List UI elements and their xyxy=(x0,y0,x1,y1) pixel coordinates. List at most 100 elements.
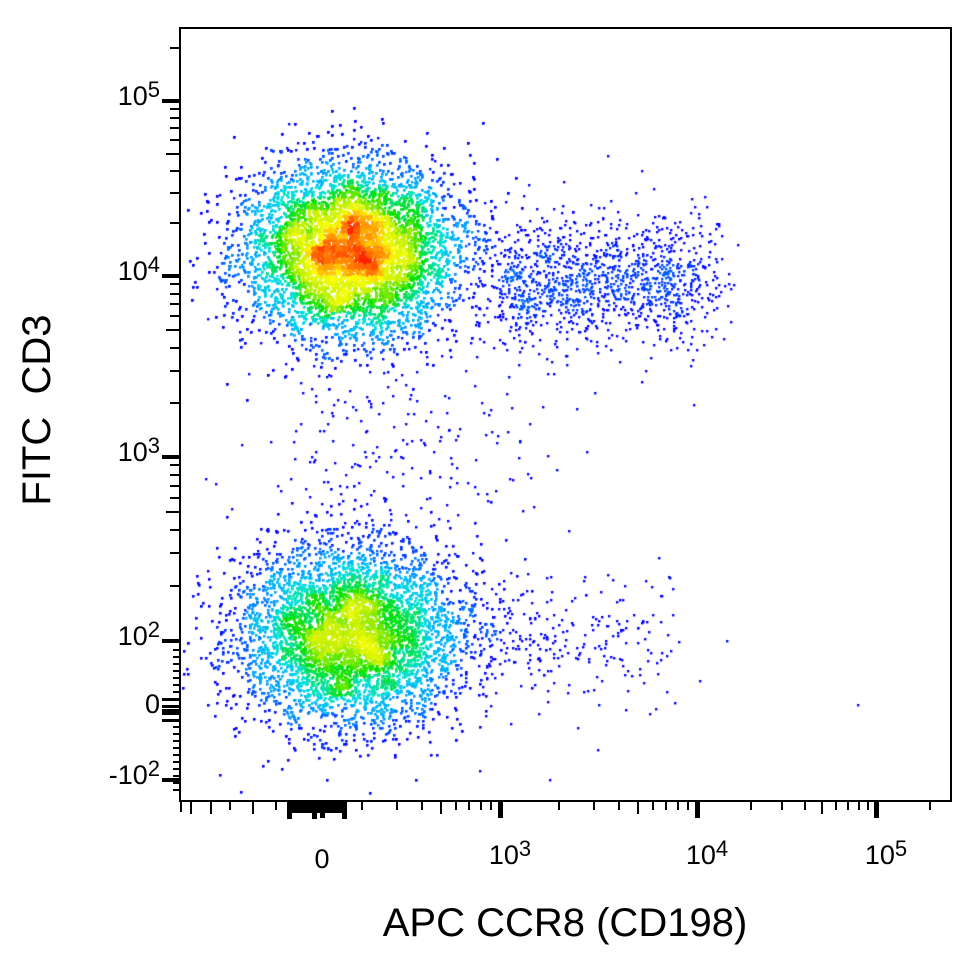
x-minor-tick xyxy=(665,800,668,810)
y-minor-tick xyxy=(170,222,180,225)
x-linear-tick xyxy=(275,800,277,810)
y-minor-tick xyxy=(170,401,180,404)
y-minor-tick xyxy=(170,47,180,50)
y-minor-tick xyxy=(170,496,180,499)
x-zero-tick xyxy=(342,800,347,819)
y-tick-label: 102 xyxy=(117,617,160,651)
x-linear-tick xyxy=(252,800,254,814)
y-tick-label: 0 xyxy=(144,689,160,719)
y-tick-label: -102 xyxy=(108,756,160,790)
x-zero-tick xyxy=(287,800,292,819)
y-minor-tick xyxy=(170,116,180,119)
x-major-tick xyxy=(498,800,503,818)
x-start-tick xyxy=(180,800,182,812)
y-linear-tick xyxy=(173,754,180,756)
y-axis-title: FITC CD3 xyxy=(15,314,59,506)
x-minor-tick xyxy=(420,800,423,810)
y-minor-tick xyxy=(170,283,180,286)
x-minor-tick xyxy=(686,800,689,810)
y-minor-tick xyxy=(170,138,180,141)
x-minor-tick xyxy=(617,800,620,810)
x-zero-tick xyxy=(312,800,317,819)
y-linear-tick xyxy=(173,740,180,742)
y-minor-tick xyxy=(170,169,180,172)
x-tick-label: 105 xyxy=(864,836,908,870)
x-minor-tick xyxy=(821,800,824,814)
y-tick-label: 103 xyxy=(117,433,160,467)
y-minor-tick xyxy=(170,529,180,532)
y-minor-tick xyxy=(170,347,180,350)
y-minor-tick xyxy=(170,464,180,467)
x-tick-label: 0 xyxy=(314,844,330,874)
x-minor-tick xyxy=(857,800,860,810)
x-axis-title: APC CCR8 (CD198) xyxy=(382,901,748,945)
y-major-tick xyxy=(162,99,180,103)
y-linear-tick xyxy=(173,768,180,770)
y-linear-tick xyxy=(162,705,180,708)
y-minor-tick xyxy=(170,108,180,110)
y-linear-tick xyxy=(162,719,180,722)
y-linear-tick xyxy=(173,775,180,777)
y-linear-tick xyxy=(173,747,180,749)
x-tick-label: 103 xyxy=(488,836,532,870)
y-major-tick xyxy=(162,639,180,643)
y-major-tick xyxy=(162,274,180,278)
x-minor-tick xyxy=(928,800,931,810)
x-minor-tick xyxy=(455,800,458,810)
x-major-tick xyxy=(695,800,700,818)
x-minor-tick xyxy=(676,800,679,810)
y-minor-tick xyxy=(166,511,180,514)
x-minor-tick xyxy=(468,800,471,810)
y-linear-tick xyxy=(162,698,180,701)
x-minor-tick xyxy=(636,800,639,814)
x-minor-tick xyxy=(847,800,850,810)
y-linear-tick xyxy=(173,684,180,686)
x-major-tick xyxy=(874,800,879,818)
x-minor-tick xyxy=(866,800,869,810)
x-minor-tick xyxy=(395,800,398,810)
y-minor-tick xyxy=(170,303,180,306)
y-major-tick xyxy=(162,455,180,459)
y-linear-tick xyxy=(173,761,180,763)
x-minor-tick xyxy=(361,800,364,810)
y-linear-tick xyxy=(173,789,180,791)
x-minor-tick xyxy=(439,800,442,814)
y-tick-label: 105 xyxy=(117,77,160,111)
x-minor-tick xyxy=(592,800,595,810)
y-major-tick xyxy=(162,778,180,782)
y-linear-tick xyxy=(173,663,180,665)
x-minor-tick xyxy=(558,800,561,810)
x-minor-tick xyxy=(835,800,838,810)
x-minor-tick xyxy=(781,800,784,810)
y-minor-tick xyxy=(170,127,180,130)
y-linear-tick xyxy=(173,691,180,693)
x-minor-tick xyxy=(803,800,806,810)
y-minor-tick xyxy=(170,584,180,587)
y-linear-tick xyxy=(173,656,180,658)
y-major-tick xyxy=(162,709,180,713)
x-linear-tick xyxy=(210,800,212,814)
x-minor-tick xyxy=(749,800,752,810)
y-tick-label: 104 xyxy=(117,252,160,286)
y-minor-tick xyxy=(170,473,180,476)
y-linear-tick xyxy=(173,677,180,679)
y-minor-tick xyxy=(166,152,180,155)
x-minor-tick xyxy=(479,800,482,810)
y-minor-tick xyxy=(170,191,180,194)
y-linear-tick xyxy=(173,733,180,735)
x-tick-label: 104 xyxy=(685,836,729,870)
y-minor-tick xyxy=(170,292,180,295)
y-linear-tick xyxy=(173,726,180,728)
x-linear-tick xyxy=(190,800,192,814)
x-minor-tick xyxy=(652,800,655,810)
y-linear-tick xyxy=(173,782,180,784)
y-linear-tick xyxy=(173,649,180,651)
y-minor-tick xyxy=(166,329,180,332)
y-linear-tick xyxy=(173,670,180,672)
x-minor-tick xyxy=(489,800,492,810)
x-linear-tick xyxy=(229,800,231,810)
y-linear-tick xyxy=(162,712,180,715)
y-minor-tick xyxy=(170,369,180,372)
